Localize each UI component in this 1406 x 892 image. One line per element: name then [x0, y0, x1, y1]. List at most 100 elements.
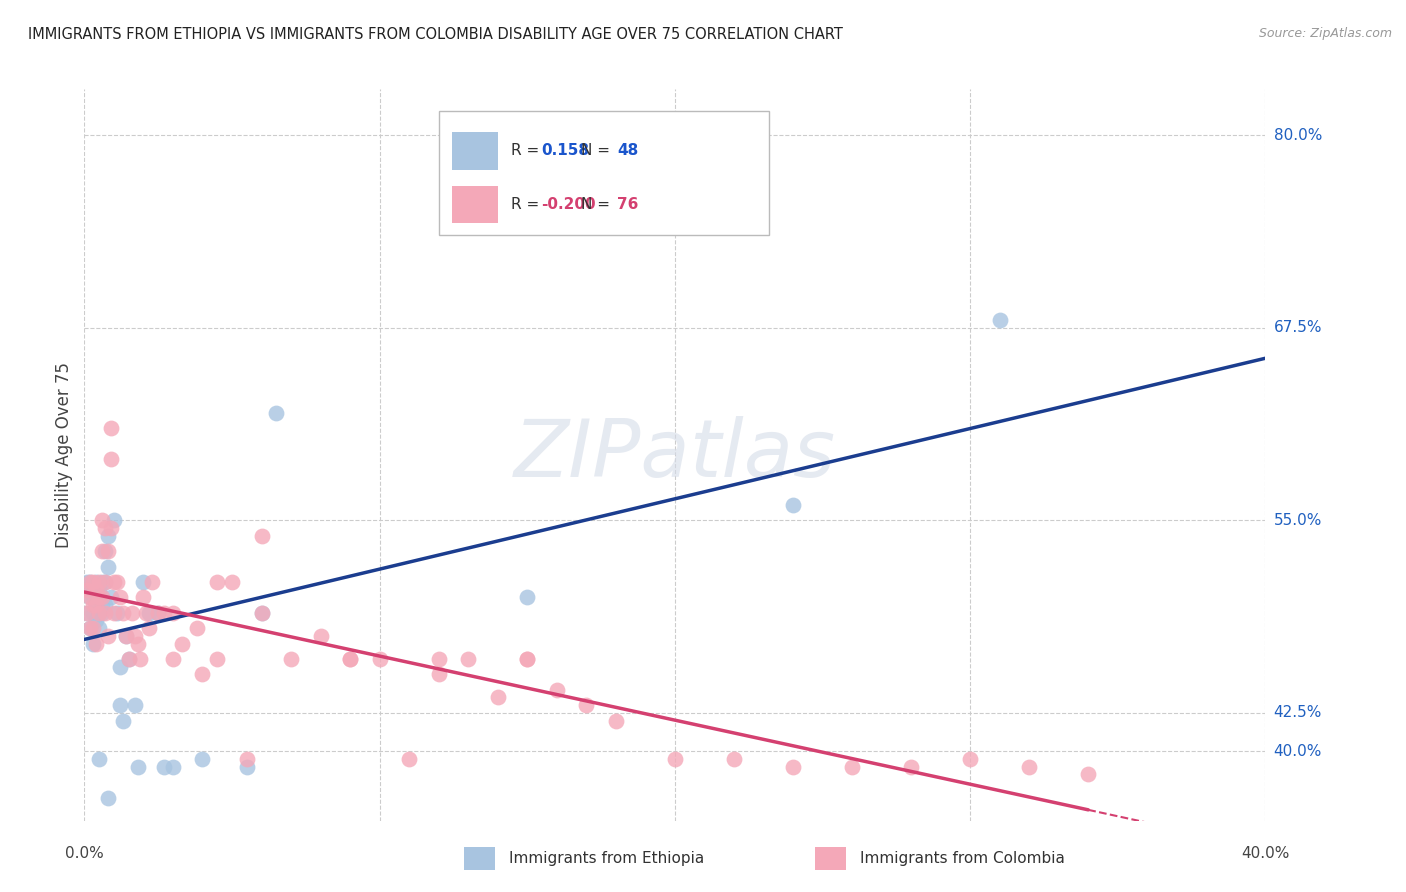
Point [148, 606, 170, 620]
Point [959, 752, 981, 766]
Point [191, 667, 214, 681]
Point [664, 752, 686, 766]
Point [129, 652, 152, 666]
Point [782, 498, 804, 512]
Point [138, 606, 160, 620]
Point [118, 652, 141, 666]
Text: 48: 48 [617, 144, 638, 159]
Text: IMMIGRANTS FROM ETHIOPIA VS IMMIGRANTS FROM COLOMBIA DISABILITY AGE OVER 75 CORR: IMMIGRANTS FROM ETHIOPIA VS IMMIGRANTS F… [28, 27, 844, 42]
Point [82, 621, 104, 635]
Point [162, 652, 184, 666]
Point [118, 652, 141, 666]
Point [221, 574, 243, 589]
Point [79, 574, 101, 589]
Point [605, 714, 627, 728]
Point [84, 598, 107, 612]
Point [516, 652, 538, 666]
Point [124, 629, 146, 643]
Point [91, 591, 114, 605]
Point [87, 621, 111, 635]
Point [191, 752, 214, 766]
Point [205, 574, 228, 589]
Point [76, 606, 98, 620]
Point [127, 760, 149, 774]
Point [132, 591, 155, 605]
Text: 55.0%: 55.0% [1274, 513, 1322, 528]
Point [264, 406, 288, 420]
Point [97, 544, 120, 558]
Point [97, 790, 120, 805]
Point [103, 513, 125, 527]
Point [76, 582, 98, 597]
Point [132, 574, 155, 589]
Point [398, 752, 420, 766]
Point [162, 606, 184, 620]
Text: 0.0%: 0.0% [65, 846, 104, 861]
Point [235, 752, 259, 766]
Point [100, 521, 122, 535]
Point [170, 636, 193, 650]
Point [97, 559, 120, 574]
Point [97, 529, 120, 543]
Text: Immigrants from Ethiopia: Immigrants from Ethiopia [509, 851, 704, 866]
Point [82, 606, 104, 620]
Point [546, 682, 568, 697]
Point [100, 591, 122, 605]
Point [235, 760, 259, 774]
Text: 80.0%: 80.0% [1274, 128, 1322, 143]
Text: ZIPatlas: ZIPatlas [513, 416, 837, 494]
Text: Immigrants from Colombia: Immigrants from Colombia [860, 851, 1066, 866]
Point [368, 652, 391, 666]
Point [79, 591, 101, 605]
Point [988, 313, 1011, 327]
Point [79, 621, 101, 635]
Point [84, 582, 107, 597]
Point [339, 652, 361, 666]
Point [105, 574, 128, 589]
Point [94, 574, 117, 589]
Point [91, 574, 114, 589]
Point [91, 513, 114, 527]
Point [103, 574, 125, 589]
Point [108, 659, 131, 673]
Point [84, 636, 107, 650]
Point [153, 606, 176, 620]
Point [87, 752, 111, 766]
Point [135, 606, 157, 620]
Point [100, 421, 122, 435]
Text: N =: N = [581, 144, 614, 159]
Point [111, 714, 134, 728]
Point [79, 591, 101, 605]
Point [76, 606, 98, 620]
Point [84, 614, 107, 628]
Point [114, 629, 136, 643]
Point [250, 606, 273, 620]
Point [427, 652, 450, 666]
Point [87, 591, 111, 605]
Point [103, 606, 125, 620]
Point [153, 760, 176, 774]
Point [108, 698, 131, 713]
Point [575, 698, 598, 713]
Text: 76: 76 [617, 197, 638, 212]
Text: N =: N = [581, 197, 614, 212]
Point [82, 582, 104, 597]
Text: Source: ZipAtlas.com: Source: ZipAtlas.com [1258, 27, 1392, 40]
Point [108, 591, 131, 605]
Point [309, 629, 332, 643]
Point [280, 652, 302, 666]
Text: R =: R = [512, 144, 544, 159]
Point [205, 652, 228, 666]
Point [250, 529, 273, 543]
Point [91, 598, 114, 612]
Text: 42.5%: 42.5% [1274, 706, 1322, 721]
Point [76, 574, 98, 589]
Point [516, 652, 538, 666]
Point [87, 591, 111, 605]
Point [723, 752, 745, 766]
Point [87, 606, 111, 620]
Y-axis label: Disability Age Over 75: Disability Age Over 75 [55, 362, 73, 548]
Point [87, 606, 111, 620]
Point [82, 591, 104, 605]
Point [94, 521, 117, 535]
